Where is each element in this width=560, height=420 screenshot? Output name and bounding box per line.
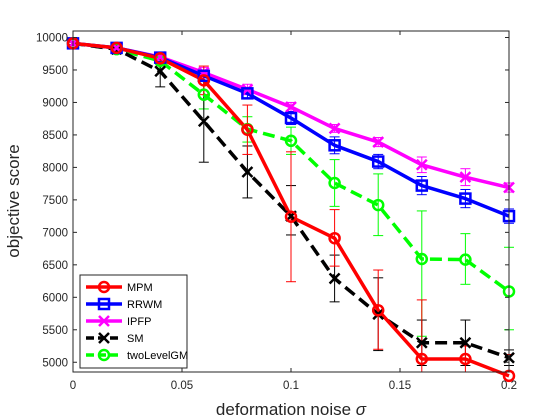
data-point <box>154 65 167 78</box>
y-tick-label: 5500 <box>42 325 68 337</box>
legend-marker <box>98 332 110 344</box>
data-point <box>153 52 167 65</box>
y-tick-label: 8000 <box>42 162 68 174</box>
y-tick-label: 8500 <box>42 130 68 142</box>
data-point <box>372 136 385 148</box>
data-point <box>328 122 341 135</box>
y-tick-label: 10000 <box>36 32 68 44</box>
x-tick-label: 0.1 <box>283 380 299 392</box>
data-point <box>110 41 123 55</box>
data-point <box>284 111 298 125</box>
x-axis-label-text: deformation noise <box>216 400 351 419</box>
legend-label: IPFP <box>127 316 151 328</box>
data-point <box>241 87 254 100</box>
legend-label: twoLevelGM <box>127 350 188 362</box>
data-point <box>197 69 211 83</box>
data-point <box>197 88 211 101</box>
data-point <box>328 272 341 285</box>
data-point <box>415 352 429 366</box>
x-axis-label: deformation noise σ <box>216 400 367 419</box>
legend-marker <box>97 297 111 311</box>
data-point <box>459 352 472 366</box>
data-point <box>415 252 429 266</box>
x-tick-label: 0 <box>70 380 76 392</box>
y-axis-ticks: 5000 5500 6000 6500 7000 7500 8000 8500 9000 9500… <box>36 32 509 369</box>
y-tick-label: 6500 <box>42 260 68 272</box>
y-tick-label: 6000 <box>42 292 68 304</box>
data-point <box>197 115 210 128</box>
x-axis-ticks: 0 0.05 0.1 0.15 0.2 <box>70 31 517 392</box>
y-tick-label: 9500 <box>42 65 68 77</box>
x-tick-label: 0.05 <box>171 380 193 392</box>
y-tick-label: 7000 <box>42 227 68 239</box>
legend: MPM RRWM IPFP SM twoLevelGM <box>79 274 188 369</box>
legend-marker <box>97 348 111 362</box>
data-point <box>459 336 472 349</box>
y-axis-label: objective score <box>4 144 23 257</box>
data-point <box>241 123 254 136</box>
y-tick-label: 7500 <box>42 195 68 207</box>
data-point <box>459 253 472 266</box>
data-point <box>197 74 211 87</box>
data-point <box>328 139 341 152</box>
data-point <box>459 192 472 205</box>
x-tick-label: 0.15 <box>389 380 411 392</box>
data-point <box>371 155 385 168</box>
data-point <box>241 166 254 178</box>
series-line <box>72 41 511 293</box>
data-point <box>415 336 428 349</box>
data-point <box>415 158 428 171</box>
x-axis-label-symbol: σ <box>356 400 367 419</box>
data-point <box>371 198 385 212</box>
legend-label: SM <box>127 333 144 345</box>
legend-marker <box>98 315 110 327</box>
data-point <box>459 171 472 184</box>
legend-label: MPM <box>127 282 153 294</box>
y-tick-label: 5000 <box>42 357 68 369</box>
data-point <box>328 176 341 190</box>
legend-marker <box>97 280 111 294</box>
x-tick-label: 0.2 <box>501 380 517 392</box>
y-tick-label: 9000 <box>42 97 68 109</box>
data-point <box>285 101 297 113</box>
data-point <box>371 304 385 317</box>
legend-label: RRWM <box>127 299 162 311</box>
data-point <box>415 179 429 192</box>
data-point <box>284 210 298 224</box>
data-point <box>328 231 341 245</box>
data-point <box>284 134 298 148</box>
